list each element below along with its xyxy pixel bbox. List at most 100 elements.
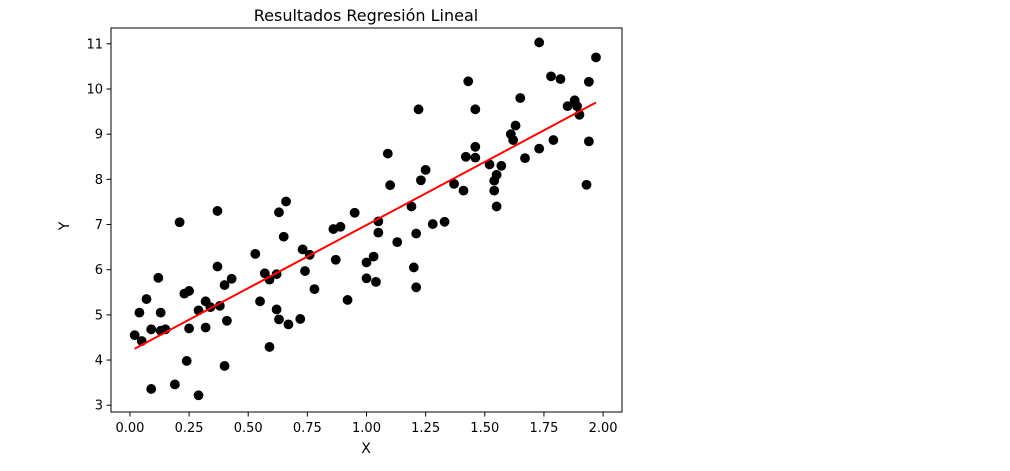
- x-tick-label: 1.00: [352, 421, 381, 436]
- scatter-point: [581, 179, 592, 190]
- x-tick-label: 1.25: [411, 421, 440, 436]
- scatter-point: [385, 180, 396, 191]
- scatter-point: [416, 175, 426, 186]
- scatter-point: [250, 248, 261, 259]
- scatter-point: [184, 286, 194, 296]
- scatter-point: [214, 300, 225, 311]
- scatter-point: [141, 294, 152, 304]
- scatter-point: [591, 52, 601, 63]
- chart-title: Resultados Regresión Lineal: [254, 6, 478, 25]
- x-tick-label: 1.75: [529, 421, 558, 436]
- scatter-point: [300, 266, 310, 276]
- scatter-point: [361, 273, 372, 284]
- scatter-point: [255, 296, 265, 307]
- scatter-point: [392, 237, 403, 248]
- scatter-point: [271, 304, 282, 315]
- scatter-point: [382, 148, 393, 159]
- x-tick-label: 1.50: [470, 421, 499, 436]
- scatter-point: [342, 295, 353, 305]
- scatter-point: [439, 216, 450, 227]
- scatter-point: [264, 342, 275, 352]
- scatter-point: [146, 384, 157, 394]
- scatter-point: [411, 228, 422, 239]
- y-tick-label: 4: [95, 354, 103, 369]
- scatter-point: [212, 261, 223, 272]
- scatter-point: [134, 307, 145, 318]
- scatter-point: [153, 272, 164, 283]
- scatter-point: [361, 257, 372, 268]
- scatter-point: [274, 314, 284, 325]
- scatter-point: [508, 135, 519, 145]
- scatter-point: [226, 273, 237, 284]
- scatter-point: [371, 276, 381, 287]
- scatter-point: [572, 101, 582, 112]
- scatter-point: [330, 254, 341, 265]
- scatter-point: [420, 164, 431, 175]
- scatter-point: [309, 284, 320, 295]
- scatter-point: [555, 74, 566, 84]
- scatter-point: [193, 390, 204, 401]
- scatter-point: [449, 178, 459, 189]
- y-tick-label: 7: [95, 218, 103, 233]
- scatter-point: [169, 379, 180, 390]
- x-tick-label: 0.75: [293, 421, 322, 436]
- scatter-point: [373, 227, 384, 238]
- scatter-point: [411, 282, 422, 293]
- scatter-point: [349, 207, 360, 218]
- scatter-point: [470, 104, 481, 115]
- scatter-point: [129, 330, 140, 341]
- scatter-point: [200, 322, 211, 333]
- x-tick-label: 0.50: [234, 421, 263, 436]
- scatter-point: [212, 206, 223, 216]
- scatter-point: [274, 207, 284, 218]
- scatter-point: [515, 93, 526, 103]
- scatter-point: [491, 169, 502, 180]
- scatter-point: [484, 159, 495, 170]
- plot-area: [129, 37, 601, 401]
- scatter-point: [408, 262, 419, 273]
- scatter-point: [470, 152, 481, 163]
- scatter-point: [413, 104, 424, 115]
- y-tick-label: 9: [95, 128, 103, 143]
- scatter-point: [534, 37, 545, 48]
- scatter-point: [470, 141, 481, 152]
- scatter-point: [146, 324, 157, 335]
- scatter-point: [155, 307, 166, 318]
- scatter-point: [562, 101, 573, 112]
- scatter-point: [222, 315, 232, 326]
- scatter-point: [510, 120, 521, 131]
- scatter-point: [181, 356, 192, 366]
- y-tick-label: 10: [86, 82, 103, 97]
- scatter-point: [219, 361, 230, 371]
- y-tick-label: 11: [86, 37, 103, 52]
- scatter-point: [335, 221, 346, 232]
- y-tick-label: 5: [95, 308, 103, 323]
- scatter-point: [489, 185, 500, 196]
- scatter-point: [219, 280, 230, 290]
- scatter-point: [281, 196, 291, 207]
- scatter-point: [460, 151, 471, 162]
- scatter-point: [278, 231, 289, 242]
- scatter-point: [297, 244, 308, 255]
- y-tick-label: 6: [95, 263, 103, 278]
- scatter-point: [583, 136, 594, 147]
- plot-frame: [110, 27, 623, 413]
- x-tick-label: 2.00: [589, 421, 618, 436]
- axes: 0.00 0.25 0.50 0.75 1.00 1.25 1.50 1.75 2.00 3 4 5 6…: [86, 27, 623, 436]
- scatter-point: [534, 143, 545, 154]
- scatter-point: [406, 201, 417, 212]
- y-axis-label: Y: [57, 221, 73, 231]
- scatter-point: [496, 160, 507, 171]
- scatter-point: [546, 71, 556, 82]
- scatter-point: [174, 217, 185, 228]
- scatter-point: [283, 319, 294, 330]
- scatter-point: [463, 76, 474, 87]
- y-tick-label: 3: [95, 399, 103, 414]
- scatter-point: [583, 76, 594, 87]
- scatter-point: [520, 153, 530, 164]
- x-tick-label: 0.00: [115, 421, 144, 436]
- scatter-point: [427, 219, 438, 229]
- scatter-point: [458, 185, 469, 196]
